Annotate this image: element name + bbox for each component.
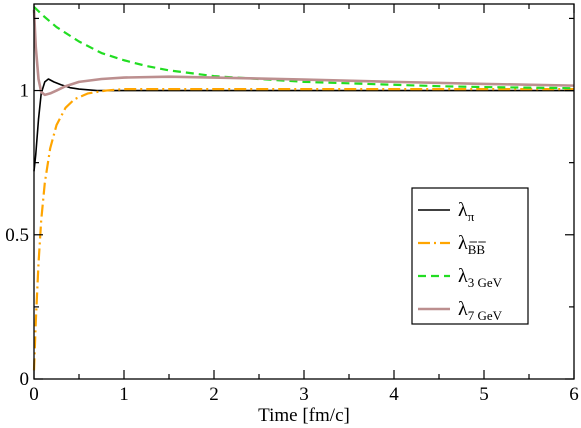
x-axis-title: Time [fm/c] [258, 405, 350, 426]
series-layer [32, 6, 575, 371]
legend-label-sub: BB [468, 242, 486, 257]
series-line-bb [32, 88, 574, 371]
x-tick-label: 1 [119, 384, 129, 405]
legend-label-main: λ [458, 265, 468, 287]
legend-label-main: λ [458, 199, 468, 221]
legend-label-sub: π [468, 209, 475, 224]
series-line-pi [33, 78, 574, 172]
axis-ticks: 0 1 2 3 4 5 6 0 0.5 1 [5, 4, 579, 405]
x-tick-label: 2 [209, 384, 219, 405]
legend-label-bb: λBB [458, 232, 485, 257]
legend-label-g7: λ7 GeV [458, 298, 503, 323]
x-tick-label: 4 [389, 384, 399, 405]
y-tick-label: 1 [20, 81, 30, 102]
y-tick-label: 0.5 [5, 225, 29, 246]
legend-label-g3: λ3 GeV [458, 265, 503, 290]
legend-label-sub: 3 GeV [468, 275, 503, 290]
x-tick-label: 6 [569, 384, 579, 405]
x-tick-label: 3 [299, 384, 309, 405]
x-tick-label: 5 [479, 384, 489, 405]
series-line-g3 [33, 6, 575, 90]
legend-label-sub: 7 GeV [468, 308, 503, 323]
legend-label-main: λ [458, 298, 468, 320]
y-tick-label: 0 [20, 369, 30, 390]
legend-label-pi: λπ [458, 199, 475, 224]
x-tick-label: 0 [29, 384, 39, 405]
legend-label-main: λ [458, 232, 468, 254]
series-line-g7 [32, 9, 575, 97]
